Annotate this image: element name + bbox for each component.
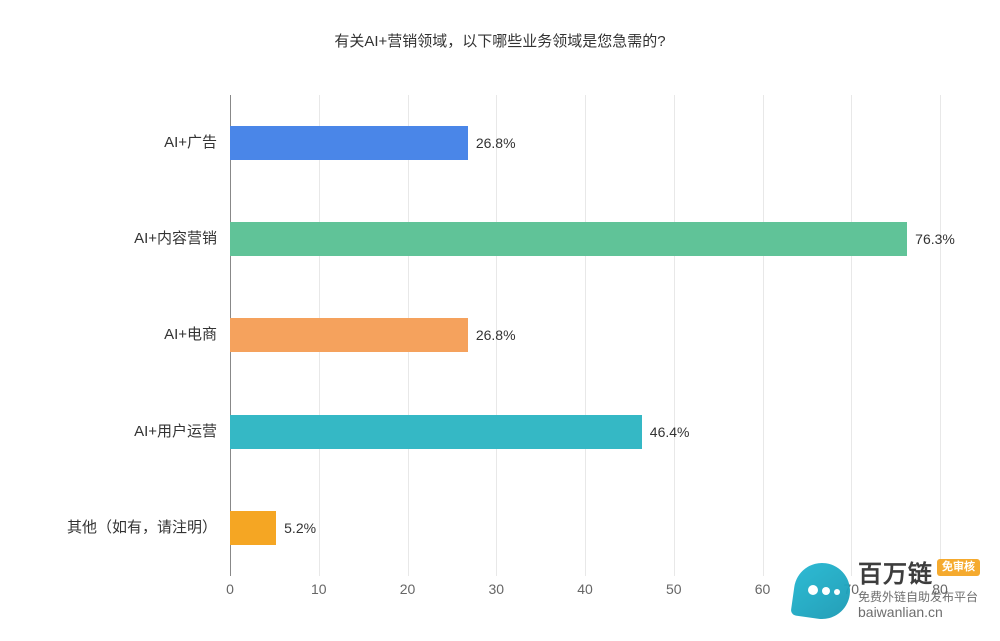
bar-row: 76.3% [230,222,940,256]
watermark-badge: 免审核 [937,559,980,576]
y-axis-labels: AI+广告 AI+内容营销 AI+电商 AI+用户运营 其他（如有，请注明） [0,95,225,576]
x-tick-label: 30 [488,581,504,597]
x-tick-label: 40 [577,581,593,597]
bar [230,318,468,352]
bar-value-label: 76.3% [907,231,955,247]
watermark-url: baiwanlian.cn [858,604,980,621]
y-label: AI+电商 [0,318,225,352]
bar-row: 5.2% [230,511,940,545]
y-label: AI+广告 [0,126,225,160]
bar-value-label: 5.2% [276,520,316,536]
x-tick-label: 20 [400,581,416,597]
bar-value-label: 26.8% [468,135,516,151]
bar [230,222,907,256]
x-tick-label: 60 [755,581,771,597]
watermark: 百万链 免审核 免费外链自助发布平台 baiwanlian.cn [794,561,980,621]
watermark-text: 百万链 免审核 免费外链自助发布平台 baiwanlian.cn [858,561,980,621]
watermark-subtitle: 免费外链自助发布平台 [858,590,980,604]
bar [230,126,468,160]
x-tick-label: 10 [311,581,327,597]
y-label: 其他（如有，请注明） [0,511,225,545]
plot-area: 26.8% 76.3% 26.8% 46.4% 5.2% [230,95,940,576]
chart-title: 有关AI+营销领域，以下哪些业务领域是您急需的? [40,30,960,51]
watermark-brand: 百万链 [858,561,933,590]
bar [230,415,642,449]
bar-row: 26.8% [230,126,940,160]
chart-container: 有关AI+营销领域，以下哪些业务领域是您急需的? AI+广告 AI+内容营销 A… [0,0,1000,641]
y-label: AI+内容营销 [0,222,225,256]
bar [230,511,276,545]
bar-value-label: 46.4% [642,424,690,440]
bar-row: 46.4% [230,415,940,449]
x-tick-label: 50 [666,581,682,597]
y-label: AI+用户运营 [0,415,225,449]
bar-row: 26.8% [230,318,940,352]
bars-container: 26.8% 76.3% 26.8% 46.4% 5.2% [230,95,940,576]
watermark-logo-icon [794,563,850,619]
x-tick-label: 0 [226,581,234,597]
bar-value-label: 26.8% [468,327,516,343]
